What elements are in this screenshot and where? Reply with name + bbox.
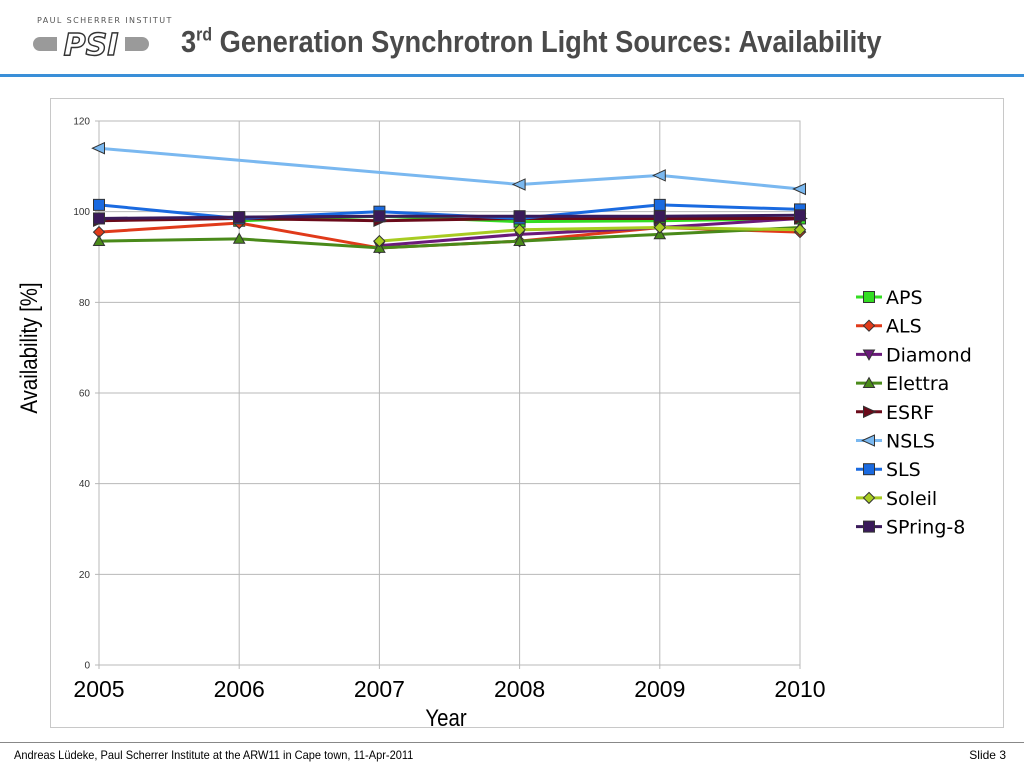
data-point-spring-8: [653, 210, 666, 223]
data-point-spring-8: [93, 212, 105, 225]
data-point-nsls: [91, 141, 105, 155]
x-tick-label: 2009: [634, 676, 685, 702]
legend-marker-esrf: [863, 405, 877, 419]
x-tick-label: 2010: [774, 676, 825, 702]
data-point-nsls: [792, 182, 806, 196]
x-tick-label: 2006: [214, 676, 265, 702]
legend-marker-spring-8: [863, 520, 875, 533]
legend-label-esrf: ESRF: [886, 402, 934, 424]
data-point-spring-8: [513, 210, 526, 223]
series-line-diamond: [379, 216, 801, 248]
x-tick-label: 2008: [494, 676, 545, 702]
x-tick-label: 2005: [73, 676, 124, 702]
data-point-elettra: [513, 234, 526, 247]
data-point-elettra: [373, 241, 386, 253]
data-point-spring-8: [233, 211, 246, 224]
legend-label-als: ALS: [886, 316, 922, 338]
legend-marker-diamond: [862, 349, 876, 361]
legend-marker-aps: [863, 291, 875, 303]
y-tick-label: 20: [79, 570, 91, 581]
legend-label-elettra: Elettra: [886, 373, 949, 395]
series-line-spring-8: [98, 213, 801, 220]
y-tick-label: 80: [79, 298, 91, 309]
data-point-sls: [653, 198, 666, 211]
plot-border: [98, 120, 801, 666]
data-point-soleil: [653, 221, 667, 234]
data-point-elettra: [653, 227, 667, 240]
data-point-spring-8: [794, 209, 806, 222]
data-point-soleil: [793, 223, 807, 237]
y-axis-label: Availability [%]: [16, 282, 43, 414]
legend-marker-als: [862, 319, 876, 332]
legend-label-nsls: NSLS: [886, 431, 935, 453]
footer-credit: Andreas Lüdeke, Paul Scherrer Institute …: [14, 748, 414, 762]
data-point-sls: [93, 198, 105, 211]
series-line-soleil: [379, 226, 801, 243]
chart-frame: 0 20 40 60 80 100 120 2005 2006 2007 2008 2009 2010 A…: [50, 98, 1004, 728]
y-tick-label: 120: [73, 117, 90, 128]
y-tick-label: 0: [84, 661, 90, 672]
slide-number: Slide 3: [969, 748, 1006, 762]
data-point-spring-8: [373, 210, 386, 223]
series-line-nsls: [98, 146, 801, 191]
data-point-soleil: [513, 223, 526, 237]
data-point-elettra: [232, 232, 246, 244]
legend-label-sls: SLS: [886, 459, 921, 481]
y-tick-label: 100: [73, 207, 90, 218]
data-point-nsls: [651, 169, 666, 182]
legend-marker-soleil: [862, 491, 876, 505]
institute-name: PAUL SCHERRER INSTITUT: [37, 16, 173, 25]
legend-label-soleil: Soleil: [886, 488, 937, 510]
slide-header: PAUL SCHERRER INSTITUT PSI 3rd Generatio…: [0, 0, 1024, 77]
legend-label-aps: APS: [886, 287, 923, 309]
availability-chart: 0 20 40 60 80 100 120 2005 2006 2007 2008 2009 2010 A…: [73, 117, 972, 703]
legend-label-spring-8: SPring-8: [886, 517, 965, 539]
series-line-esrf: [98, 216, 800, 223]
page-title: 3rd Generation Synchrotron Light Sources…: [181, 24, 882, 59]
legend-marker-sls: [863, 463, 875, 476]
y-tick-label: 60: [79, 389, 91, 400]
y-tick-label: 40: [79, 479, 91, 490]
footer-divider: [0, 742, 1024, 743]
legend-label-diamond: Diamond: [886, 344, 972, 366]
x-axis-label: Year: [425, 705, 467, 732]
x-tick-label: 2007: [354, 676, 405, 702]
legend-marker-elettra: [862, 376, 876, 388]
psi-logo-mark: PSI: [64, 28, 119, 63]
data-point-elettra: [92, 234, 106, 247]
data-point-nsls: [511, 178, 526, 191]
header-divider: [0, 74, 1024, 77]
series-line-elettra: [98, 226, 801, 250]
psi-logo: PSI: [33, 27, 149, 63]
legend-marker-nsls: [861, 434, 875, 447]
data-point-soleil: [373, 234, 386, 248]
